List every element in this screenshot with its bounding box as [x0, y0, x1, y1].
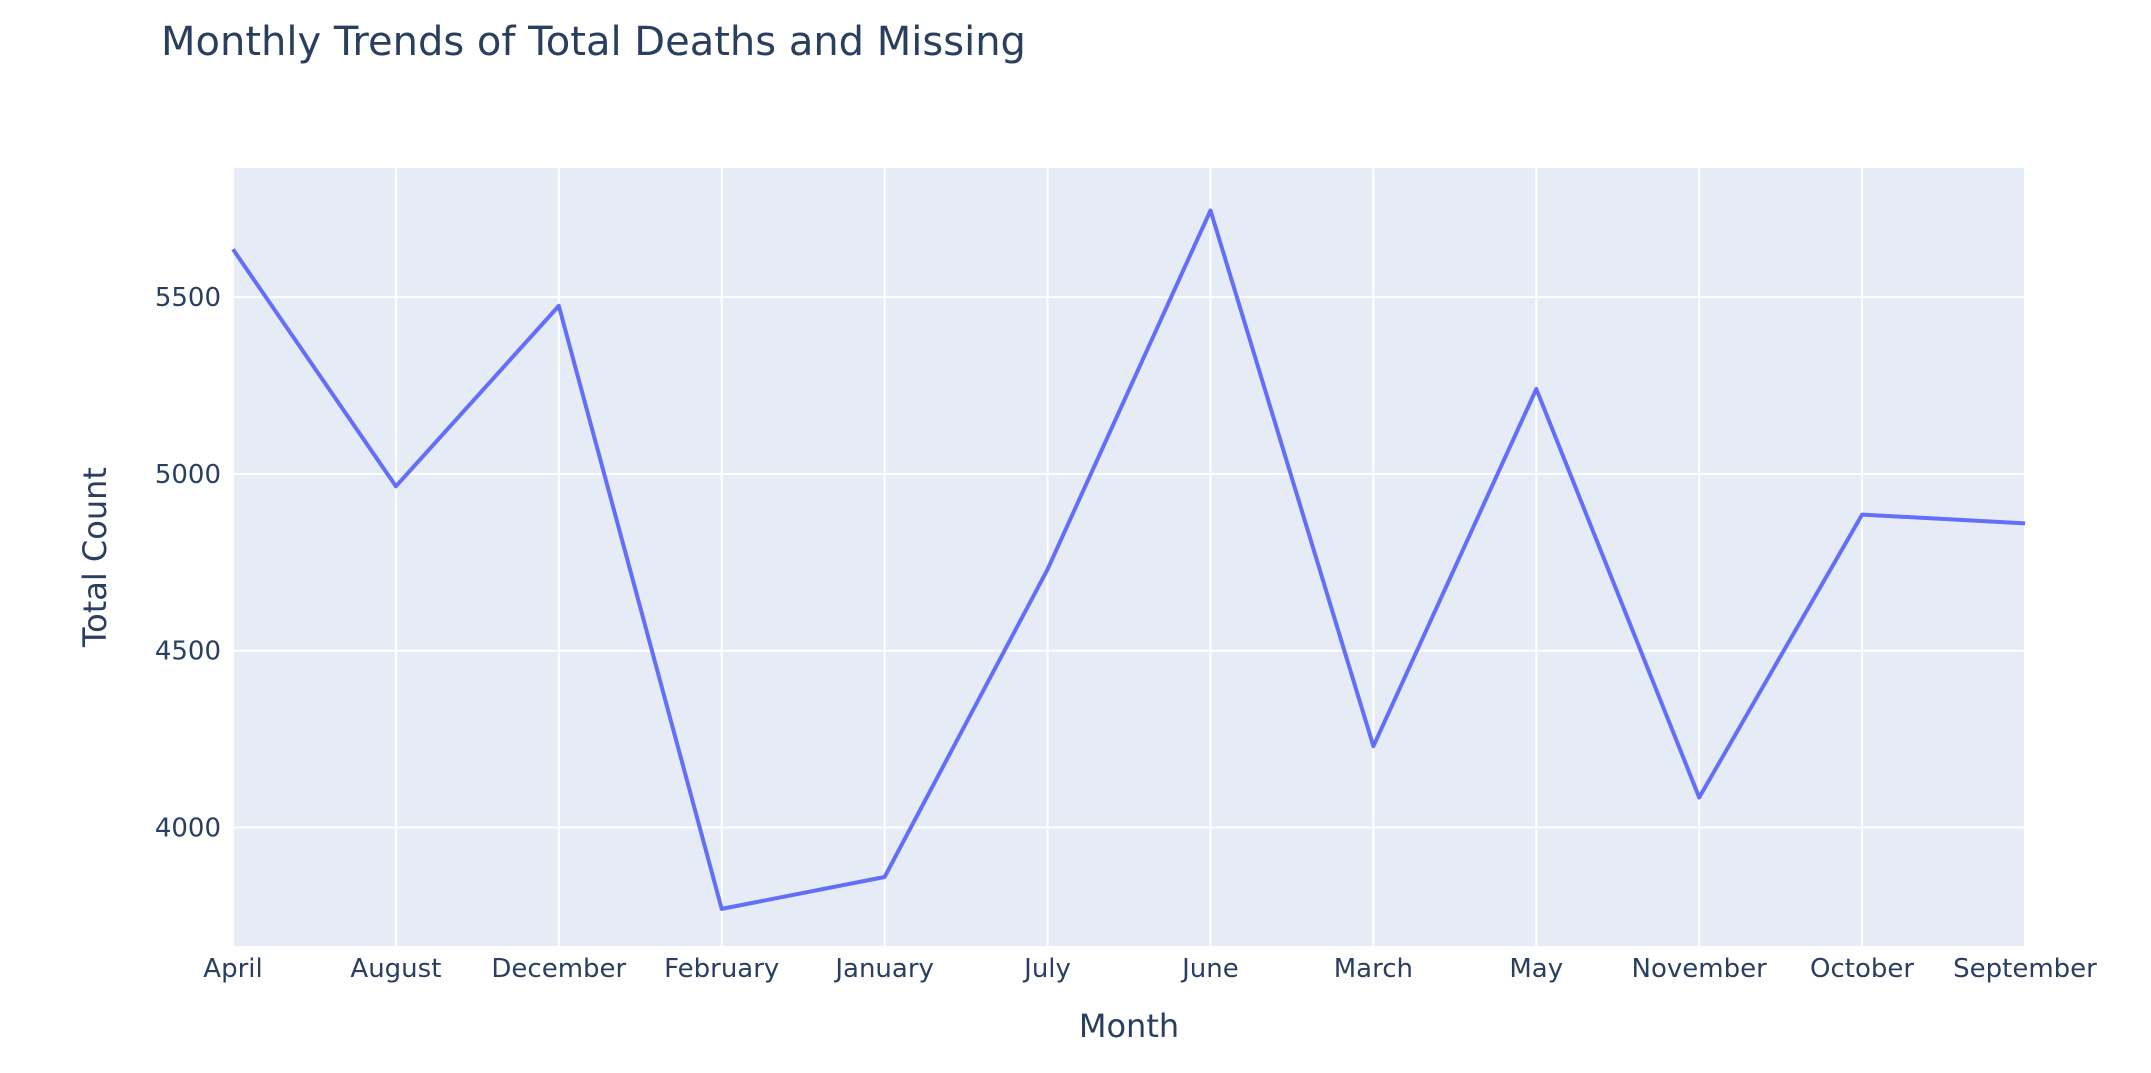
x-tick-label: June [1180, 954, 1239, 984]
x-tick-label: July [1022, 954, 1071, 984]
plot-area [233, 168, 2025, 946]
y-axis-title: Total Count [76, 467, 114, 648]
x-tick-label: March [1334, 954, 1413, 984]
y-tick-label: 5500 [155, 283, 221, 313]
x-tick-label: September [1953, 954, 2097, 984]
x-tick-label: April [203, 954, 262, 984]
x-tick-label: November [1632, 954, 1768, 984]
y-tick-labels: 4000 4500 5000 5500 [155, 283, 221, 843]
series-line [231, 208, 2026, 911]
x-tick-label: January [833, 954, 934, 984]
x-tick-label: May [1509, 954, 1563, 984]
x-tick-label: October [1810, 954, 1914, 984]
x-tick-label: February [664, 954, 779, 984]
chart-title: Monthly Trends of Total Deaths and Missi… [161, 19, 1026, 65]
y-tick-label: 4500 [155, 637, 221, 667]
x-tick-labels: April August December February January July Ju… [203, 954, 2097, 984]
y-tick-label: 5000 [155, 460, 221, 490]
x-tick-label: August [350, 954, 441, 984]
y-tick-label: 4000 [155, 814, 221, 844]
y-gridlines [233, 296, 2025, 829]
x-axis-title: Month [1079, 1007, 1179, 1045]
x-tick-label: December [491, 954, 626, 984]
